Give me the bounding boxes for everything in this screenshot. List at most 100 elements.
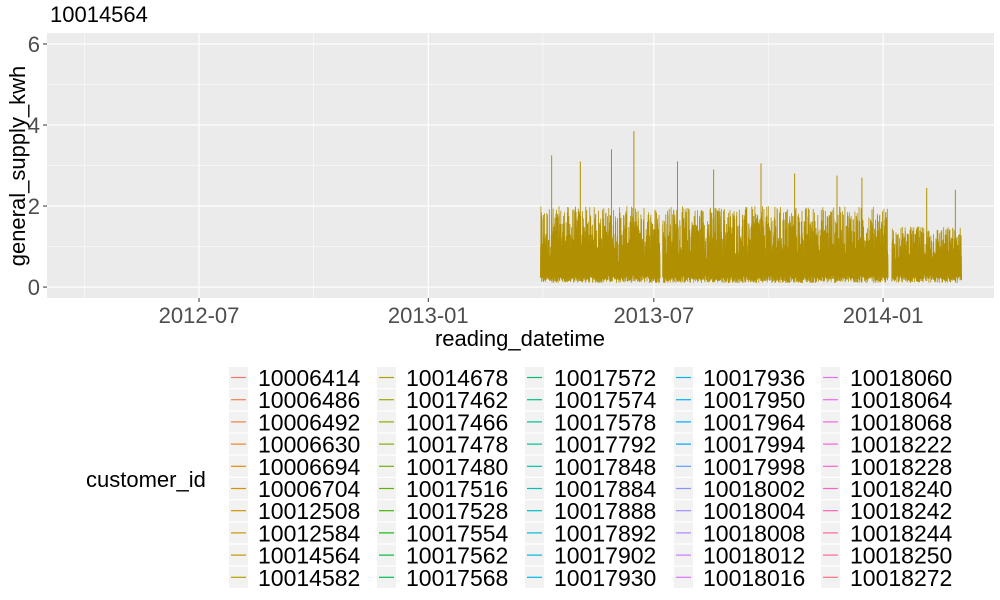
legend-label: 10017572 <box>554 365 656 391</box>
legend-label: 10018222 <box>850 432 952 458</box>
legend-label: 10018064 <box>850 387 953 413</box>
legend-item: 10018244 <box>821 520 953 546</box>
legend-label: 10018008 <box>703 520 805 546</box>
legend-item: 10006704 <box>229 476 361 502</box>
legend-label: 10017848 <box>554 454 656 480</box>
legend-label: 10006630 <box>258 432 360 458</box>
legend-item: 10017554 <box>377 520 509 546</box>
y-tick-label: 0 <box>28 275 40 300</box>
legend-label: 10017574 <box>554 387 657 413</box>
legend-item: 10017936 <box>674 365 805 391</box>
legend-item: 10018240 <box>821 476 952 502</box>
legend-item: 10017562 <box>377 543 508 569</box>
legend-label: 10017516 <box>406 476 508 502</box>
legend-label: 10012584 <box>258 520 361 546</box>
legend-item: 10017792 <box>525 432 656 458</box>
legend-item: 10014564 <box>229 543 361 569</box>
legend-label: 10014564 <box>258 543 361 569</box>
x-tick-label: 2013-01 <box>388 303 469 328</box>
legend-label: 10017478 <box>406 432 508 458</box>
y-tick-label: 2 <box>28 194 40 219</box>
legend-label: 10017466 <box>406 409 508 435</box>
x-axis-title: reading_datetime <box>435 326 605 351</box>
legend-item: 10006414 <box>229 365 361 391</box>
series-line <box>662 206 889 284</box>
legend-item: 10018222 <box>821 432 952 458</box>
legend-item: 10018064 <box>821 387 953 413</box>
legend-label: 10018060 <box>850 365 952 391</box>
legend-item: 10012584 <box>229 520 361 546</box>
legend-item: 10017528 <box>377 498 508 524</box>
legend-label: 10017892 <box>554 520 656 546</box>
legend-label: 10017528 <box>406 498 508 524</box>
x-axis: 2012-07 2013-01 2013-07 2014-01 <box>159 298 924 328</box>
legend-item: 10017578 <box>525 409 656 435</box>
legend-label: 10006486 <box>258 387 360 413</box>
grid-major <box>47 33 994 298</box>
legend-label: 10017930 <box>554 565 656 591</box>
legend-label: 10017568 <box>406 565 508 591</box>
legend-item: 10017572 <box>525 365 656 391</box>
legend-item: 10017480 <box>377 454 508 480</box>
legend-item: 10017848 <box>525 454 656 480</box>
legend-item: 10018008 <box>674 520 805 546</box>
legend-item: 10017466 <box>377 409 508 435</box>
legend-item: 10017462 <box>377 387 508 413</box>
series-line <box>540 206 661 284</box>
legend-item: 10017888 <box>525 498 656 524</box>
x-tick-label: 2014-01 <box>843 303 924 328</box>
legend-item: 10017930 <box>525 565 656 591</box>
legend-item: 10017998 <box>674 454 805 480</box>
legend-item: 10017994 <box>674 432 806 458</box>
legend-label: 10017998 <box>703 454 805 480</box>
legend-label: 10018240 <box>850 476 952 502</box>
legend-label: 10017480 <box>406 454 508 480</box>
y-tick-label: 4 <box>28 113 40 138</box>
legend-label: 10017462 <box>406 387 508 413</box>
legend-item: 10017884 <box>525 476 657 502</box>
legend-item: 10017902 <box>525 543 656 569</box>
legend-item: 10017568 <box>377 565 508 591</box>
legend-label: 10018012 <box>703 543 805 569</box>
legend-label: 10018244 <box>850 520 953 546</box>
legend-label: 10006414 <box>258 365 361 391</box>
legend-item: 10018016 <box>674 565 805 591</box>
legend-label: 10017936 <box>703 365 805 391</box>
legend-label: 10006704 <box>258 476 361 502</box>
legend-item: 10017574 <box>525 387 657 413</box>
legend-label: 10017884 <box>554 476 657 502</box>
legend-label: 10018068 <box>850 409 952 435</box>
legend-label: 10018272 <box>850 565 952 591</box>
y-tick-label: 6 <box>28 32 40 57</box>
legend-item: 10017516 <box>377 476 508 502</box>
legend-label: 10018016 <box>703 565 805 591</box>
legend-label: 10018002 <box>703 476 805 502</box>
legend-label: 10017562 <box>406 543 508 569</box>
legend-label: 10017792 <box>554 432 656 458</box>
legend-title: customer_id <box>86 467 206 492</box>
legend-item: 10018250 <box>821 543 952 569</box>
legend-item: 10006694 <box>229 454 361 480</box>
legend-item: 10018068 <box>821 409 952 435</box>
legend-label: 10012508 <box>258 498 360 524</box>
legend-item: 10014582 <box>229 565 360 591</box>
y-axis-title: general_supply_kwh <box>5 66 30 267</box>
legend-item: 10018012 <box>674 543 805 569</box>
legend-label: 10006492 <box>258 409 360 435</box>
legend-label: 10017554 <box>406 520 509 546</box>
legend-item: 10006630 <box>229 432 360 458</box>
y-axis: 0 2 4 6 <box>28 32 47 300</box>
legend-label: 10017902 <box>554 543 656 569</box>
legend-label: 10017888 <box>554 498 656 524</box>
legend-item: 10017892 <box>525 520 656 546</box>
legend: 1000641410006486100064921000663010006694… <box>229 365 953 591</box>
legend-label: 10018242 <box>850 498 952 524</box>
legend-label: 10017950 <box>703 387 805 413</box>
series-layer <box>540 131 962 284</box>
legend-label: 10018004 <box>703 498 806 524</box>
legend-item: 10006492 <box>229 409 360 435</box>
legend-item: 10018060 <box>821 365 952 391</box>
legend-item: 10017964 <box>674 409 806 435</box>
legend-item: 10014678 <box>377 365 508 391</box>
legend-label: 10006694 <box>258 454 361 480</box>
